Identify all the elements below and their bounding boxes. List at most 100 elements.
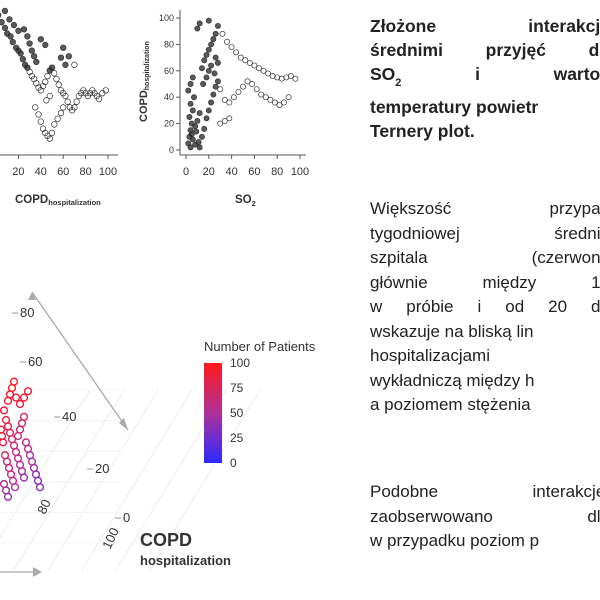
scatter-right-point <box>189 107 196 114</box>
text-line: wskazuje na bliską lin <box>370 320 600 345</box>
scatter-right-x-tick-label: 20 <box>203 166 215 178</box>
scatter-left-point <box>15 27 22 34</box>
scatter-right-point <box>237 54 244 61</box>
text-word: Podobne <box>370 482 439 501</box>
scatter-left-point <box>64 98 71 105</box>
scatter-right-point <box>211 70 218 77</box>
heading-line-1: Złożone interakcje <box>370 14 600 38</box>
ternary-bottom-tick-label: 100 <box>99 525 122 551</box>
text-word: 20 <box>548 297 568 316</box>
scatter-left-x-tick-label: 20 <box>12 166 24 178</box>
text-word: wskazuje na bliską lin <box>370 321 534 341</box>
scatter-right-x-tick-label: 80 <box>271 166 283 178</box>
scatter-right-point <box>189 74 196 81</box>
scatter-left-point <box>71 61 78 68</box>
ternary-point <box>10 483 20 492</box>
scatter-right-x-tick-label: 100 <box>291 166 309 178</box>
text-word: szpitala <box>370 248 428 267</box>
ternary-plot: 80 60 40 20 0 80 100 COPD hospitalization <box>0 291 261 577</box>
scatter-left-point <box>60 44 67 51</box>
scatter-right-point <box>191 94 197 101</box>
heading-word: do <box>588 40 600 60</box>
text-word: a poziomem stężenia <box>370 395 531 414</box>
scatter-right-point <box>196 110 203 116</box>
scatter-left-point <box>33 58 40 66</box>
legend-colorbar <box>204 363 222 463</box>
paragraph-1: Większość przypad tygodniowej średnie szpita… <box>370 197 600 418</box>
ternary-point <box>19 412 29 421</box>
ternary-point <box>19 393 29 402</box>
scatter-left-point <box>24 33 31 40</box>
text-word: wykładniczą między h <box>370 370 535 390</box>
legend-tick-label: 0 <box>230 456 237 470</box>
scatter-right-point <box>262 94 269 101</box>
text-word: przypad <box>549 199 600 218</box>
ternary-point <box>11 393 21 402</box>
scatter-right-point <box>274 74 281 81</box>
scatter-right-point <box>210 91 217 98</box>
scatter-right-point <box>269 73 276 80</box>
scatter-left-point <box>71 104 78 111</box>
scatter-right-y-tick-label: 100 <box>159 13 174 23</box>
text-line: a poziomem stężenia <box>370 393 600 418</box>
scatter-left-point <box>60 104 67 111</box>
ternary-right-tick-label: 60 <box>28 354 42 369</box>
scatter-right-point <box>210 36 217 43</box>
scatter-right-point <box>221 96 228 103</box>
heading-line-4: temperatury powietr <box>370 97 539 117</box>
ternary-arrow-tail <box>28 292 36 300</box>
scatter-right-point <box>253 86 260 93</box>
scatter-right-point <box>193 128 200 135</box>
ternary-point <box>0 438 8 447</box>
heading-word: wartos <box>553 64 600 84</box>
ternary-point <box>9 377 19 386</box>
scatter-right-point <box>228 44 235 50</box>
scatter-right-point <box>242 57 249 64</box>
scatter-right-point <box>281 99 287 106</box>
scatter-left-point <box>48 64 56 71</box>
scatter-right-point <box>217 86 224 93</box>
text-word: dla <box>587 506 600 526</box>
scatter-right-point <box>196 144 203 151</box>
ternary-point <box>19 473 29 482</box>
ternary-bottom-tick-label: 80 <box>34 497 54 516</box>
scatter-right-point <box>276 102 283 109</box>
ternary-grid-line <box>13 389 125 571</box>
scatter-right-point <box>219 30 226 37</box>
heading-word: przyjęć <box>485 40 546 60</box>
scatter-right-x-tick-label: 60 <box>248 166 260 178</box>
scatter-right-point <box>221 118 228 124</box>
scatter-right-point <box>189 136 196 143</box>
scatter-right-point <box>194 118 201 124</box>
text-word: w <box>370 297 383 316</box>
ternary-point <box>35 483 45 492</box>
scatter-left-x-tick-label: 40 <box>35 166 47 178</box>
legend-tick-label: 75 <box>230 381 244 395</box>
scatter-right-point <box>235 88 242 95</box>
text-line: w przypadku poziom p <box>370 529 600 554</box>
scatter-right-x-tick-label: 0 <box>183 166 189 178</box>
scatter-right-y-tick-label: 80 <box>164 39 174 49</box>
legend-tick-label: 25 <box>230 431 244 445</box>
scatter-left-point <box>102 87 109 94</box>
scatter-right-point <box>260 67 267 74</box>
scatter-left-point <box>55 81 62 88</box>
text-line: hospitalizacjamia <box>370 344 600 369</box>
text-line: wykładniczą między h <box>370 369 600 394</box>
scatter-left-point <box>51 70 58 77</box>
scatter-right-point <box>187 144 194 151</box>
scatter-right-point <box>230 94 237 101</box>
color-legend: Number of Patients 100 75 50 25 0 <box>204 339 316 470</box>
ternary-grid-line <box>47 389 159 571</box>
ternary-axis-label-main: COPD <box>140 530 192 550</box>
scatter-left-point <box>42 78 49 85</box>
scatter-right-point <box>205 67 212 74</box>
text-line: Podobne interakcje, <box>370 480 600 505</box>
paragraph-2: Podobne interakcje, zaobserwowano dla w przy… <box>370 480 600 554</box>
legend-title: Number of Patients <box>204 339 316 354</box>
scatter-right-point <box>292 75 299 82</box>
scatter-right-point <box>212 83 219 90</box>
scatter-left-point <box>37 36 44 43</box>
text-word: (czerwone <box>531 248 600 267</box>
scatter-left-point <box>0 12 2 18</box>
